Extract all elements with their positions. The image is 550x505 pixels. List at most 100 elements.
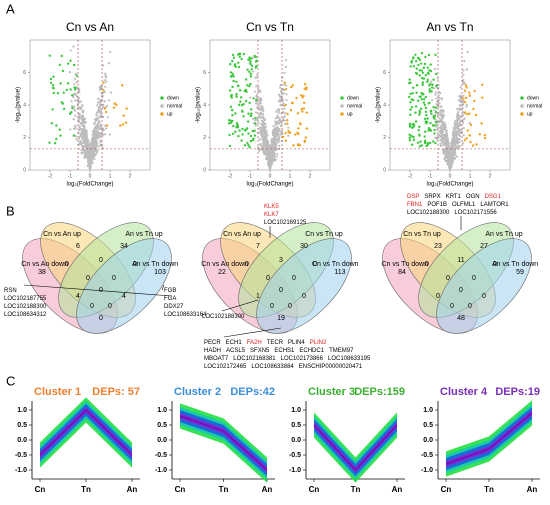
point [93,147,97,150]
point [97,117,100,120]
y-tick-label: 0.5 [17,422,27,429]
point [281,93,284,96]
point [450,161,453,165]
point [263,126,266,129]
point [96,135,99,138]
point [438,102,441,105]
point [456,115,459,119]
point [284,139,288,142]
point [87,158,91,161]
point [90,157,93,161]
point [249,96,252,99]
point [450,142,453,146]
point [466,50,469,54]
point [414,53,417,56]
point [409,113,412,117]
point [239,89,242,92]
point [278,136,281,139]
point [422,101,426,104]
point [438,117,441,120]
legend-swatch [160,112,164,116]
point [424,73,428,77]
point [99,141,102,144]
point [274,117,277,120]
point [53,141,57,145]
point [102,127,105,130]
point [101,134,105,137]
region-count: 0 [302,293,306,300]
point [461,82,465,85]
point [82,145,85,148]
point [79,134,82,137]
point [427,53,431,57]
point [282,102,285,105]
point [100,94,104,97]
point [272,152,275,155]
point [418,133,421,136]
x-tick-label: 1 [469,173,472,179]
gene: LOC102188300 [202,314,245,320]
point [435,136,438,139]
point [103,124,107,127]
point [261,115,264,119]
plot-title: Cn vs An [66,20,114,34]
point [432,140,435,143]
point [442,126,445,129]
gene: FBN1 [407,202,423,208]
point [85,153,88,156]
point [426,80,429,84]
y-tick-label: 0.0 [423,437,433,444]
point [409,92,412,96]
legend-label: up [167,111,173,117]
point [94,133,97,136]
region-count: 0 [472,275,476,282]
point [285,99,288,102]
point [48,141,51,144]
point [82,122,85,125]
point [261,142,265,146]
point [283,107,286,110]
point [248,84,251,88]
point [98,115,101,118]
point [228,89,232,92]
point [238,103,241,107]
point [469,140,472,144]
gene: LOC102173866 [281,356,324,362]
point [82,139,86,142]
point [254,124,257,127]
point [458,99,461,102]
point [453,121,456,124]
point [109,50,112,53]
point [481,83,484,86]
point [69,49,72,52]
annotation-pointer [23,284,173,297]
point [85,131,88,135]
point [429,69,433,73]
point [96,133,99,136]
x-tick-label: 0 [89,173,92,179]
point [446,163,449,166]
region-count: 113 [334,269,345,276]
point [102,129,105,132]
point [425,144,428,148]
point [465,103,468,106]
point [424,110,428,114]
point [262,148,265,152]
point [246,68,249,71]
point [284,103,287,107]
region-count: 27 [480,243,488,250]
region-count: 4 [76,293,80,300]
point [451,145,455,148]
point [277,132,280,136]
point [62,91,65,94]
point [124,121,128,124]
gene: ECHS1 [274,348,295,354]
point [94,124,98,128]
gene: LOC102169125 [264,220,307,226]
point [449,164,452,167]
point [443,155,447,158]
point [80,118,83,121]
point [121,123,125,126]
point [433,124,437,127]
point [238,129,241,132]
